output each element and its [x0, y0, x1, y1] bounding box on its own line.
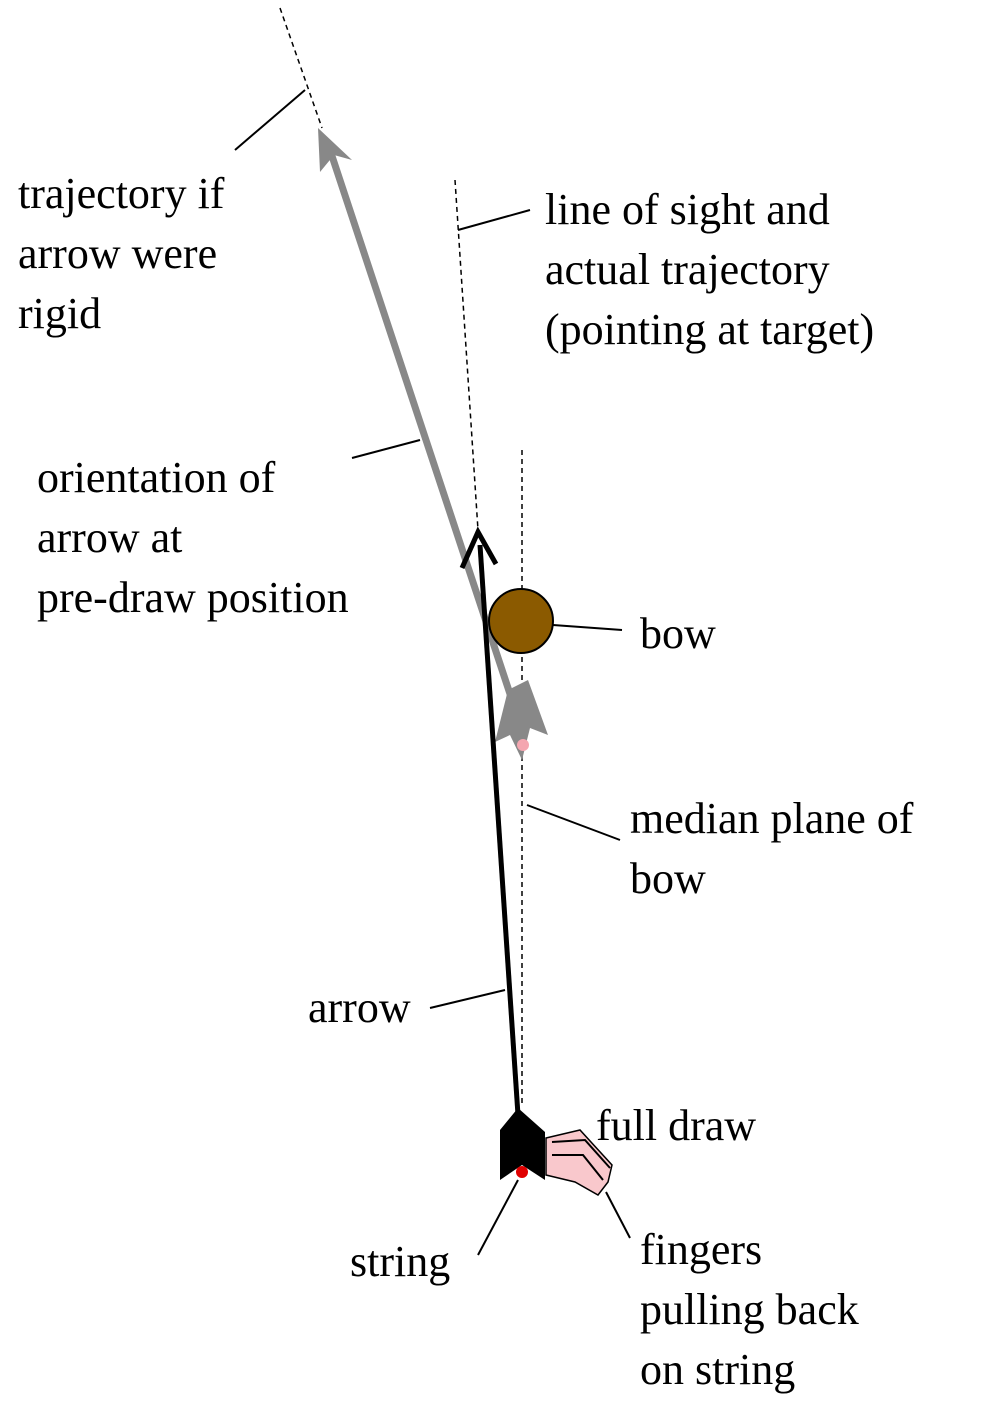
arrow-head: [459, 526, 499, 570]
finger-lines: [551, 1138, 611, 1181]
label: arrow at: [37, 513, 182, 562]
leader: [429, 989, 506, 1009]
label: full draw: [596, 1101, 756, 1150]
label: arrow were: [18, 229, 217, 278]
string-dot: [516, 1166, 528, 1178]
label: pre-draw position: [37, 573, 349, 622]
rigid-arrow-shaft: [326, 148, 516, 702]
label: arrow: [308, 983, 411, 1032]
line-of-sight: [454, 179, 479, 531]
label: actual trajectory: [545, 245, 830, 294]
rigid-trajectory-line: [279, 7, 323, 129]
leader: [351, 439, 421, 459]
leader: [552, 624, 623, 631]
leader: [234, 89, 306, 151]
pink-dot: [517, 739, 529, 751]
rigid-arrow-fletch: [495, 680, 548, 760]
label: fingers: [640, 1225, 762, 1274]
label: (pointing at target): [545, 305, 874, 354]
rigid-arrow-head: [318, 128, 352, 172]
label: median plane of: [630, 794, 914, 843]
label: pulling back: [640, 1285, 859, 1334]
label: trajectory if: [18, 169, 225, 218]
leader: [457, 209, 531, 231]
label: string: [350, 1237, 450, 1286]
label: orientation of: [37, 453, 276, 502]
label: line of sight and: [545, 185, 830, 234]
arrow-fletch: [500, 1108, 545, 1180]
leader: [605, 1191, 631, 1239]
leader: [526, 804, 621, 841]
labels: trajectory if arrow were rigid line of sigh…: [18, 169, 914, 1394]
label: rigid: [18, 289, 101, 338]
label: bow: [630, 854, 706, 903]
fingers: [545, 1129, 613, 1196]
arrow-shaft: [477, 544, 521, 1116]
label: bow: [640, 609, 716, 658]
bow: [488, 588, 554, 654]
leader: [477, 1179, 519, 1256]
label: on string: [640, 1345, 795, 1394]
